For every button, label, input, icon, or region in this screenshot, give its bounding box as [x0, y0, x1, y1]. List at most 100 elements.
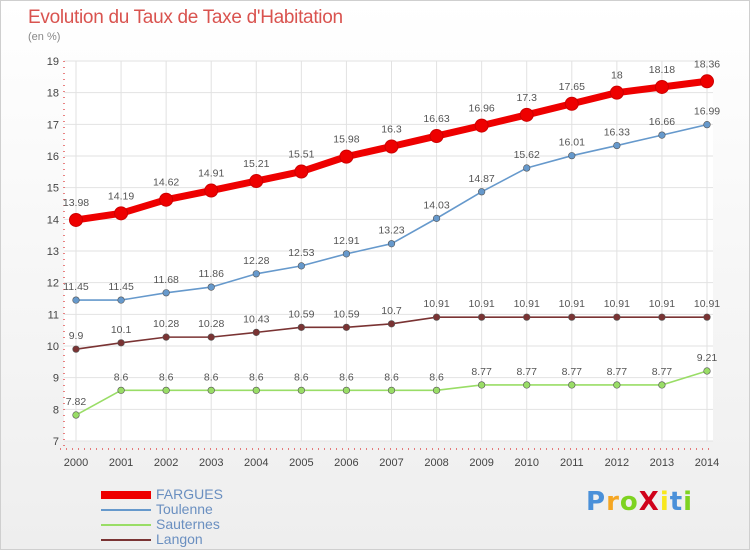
- data-label: 8.6: [384, 371, 399, 383]
- data-point: [114, 206, 129, 221]
- data-point: [159, 192, 174, 207]
- data-label: 13.98: [63, 197, 89, 209]
- data-point: [613, 381, 621, 389]
- data-label: 14.19: [108, 190, 134, 202]
- logo-letter: P: [586, 487, 607, 517]
- data-point: [252, 270, 260, 278]
- data-label: 10.91: [514, 298, 540, 310]
- data-label: 15.62: [514, 149, 540, 161]
- data-point: [297, 386, 305, 394]
- data-label: 17.65: [559, 81, 585, 93]
- data-point: [162, 386, 170, 394]
- logo-letter: r: [606, 487, 620, 517]
- data-point: [339, 149, 354, 164]
- data-point: [568, 313, 576, 321]
- data-label: 10.59: [333, 308, 359, 320]
- legend-item: Sauternes: [101, 517, 341, 532]
- data-label: 7.82: [66, 396, 87, 408]
- x-tick-label: 2011: [560, 457, 584, 469]
- data-point: [658, 131, 666, 139]
- data-label: 11.45: [63, 281, 89, 293]
- data-label: 11.68: [153, 274, 179, 286]
- data-label: 10.91: [649, 298, 675, 310]
- data-label: 18: [611, 70, 623, 82]
- data-point: [478, 188, 486, 196]
- data-point: [658, 313, 666, 321]
- data-point: [613, 313, 621, 321]
- data-label: 8.77: [607, 366, 628, 378]
- data-label: 9.21: [697, 352, 718, 364]
- y-tick-label: 16: [47, 151, 59, 163]
- data-label: 12.91: [333, 235, 359, 247]
- data-point: [387, 386, 396, 394]
- x-tick-label: 2002: [154, 457, 178, 469]
- y-tick-label: 9: [53, 373, 59, 385]
- data-label: 8.6: [159, 371, 174, 383]
- legend: FARGUES Toulenne Sauternes Langon: [101, 487, 341, 547]
- legend-item: FARGUES: [101, 487, 341, 502]
- data-point: [474, 118, 489, 133]
- x-tick-label: 2005: [289, 457, 313, 469]
- data-label: 14.62: [153, 177, 179, 189]
- data-point: [568, 381, 576, 389]
- legend-item: Toulenne: [101, 502, 341, 517]
- data-label: 10.91: [694, 298, 720, 310]
- logo-letter: t: [669, 487, 684, 517]
- data-point: [249, 174, 264, 189]
- data-label: 8.6: [294, 371, 309, 383]
- data-label: 12.53: [288, 247, 314, 259]
- logo-letter: o: [619, 487, 639, 517]
- y-tick-label: 17: [47, 119, 59, 131]
- data-point: [432, 214, 441, 222]
- chart-title: Evolution du Taux de Taxe d'Habitation: [28, 7, 343, 28]
- x-tick-label: 2004: [244, 457, 268, 469]
- data-point: [294, 164, 309, 179]
- logo-letter: i: [683, 487, 694, 517]
- data-point: [162, 289, 170, 297]
- logo-letter: i: [659, 487, 670, 517]
- data-point: [117, 386, 125, 394]
- data-point: [700, 74, 714, 89]
- data-label: 10.28: [198, 318, 224, 330]
- data-point: [387, 320, 396, 328]
- x-tick-label: 2013: [650, 457, 674, 469]
- data-point: [297, 262, 305, 270]
- legend-label: FARGUES: [156, 486, 223, 502]
- data-point: [609, 85, 624, 100]
- data-label: 18.18: [649, 64, 675, 76]
- data-point: [117, 339, 125, 347]
- data-point: [523, 164, 531, 172]
- y-tick-label: 10: [47, 341, 59, 353]
- x-tick-label: 2014: [695, 457, 719, 469]
- x-tick-label: 2008: [424, 457, 448, 469]
- data-point: [523, 313, 531, 321]
- data-point: [654, 79, 669, 94]
- y-tick-label: 13: [47, 246, 59, 258]
- data-label: 8.6: [204, 371, 219, 383]
- data-point: [703, 313, 711, 321]
- data-point: [252, 386, 260, 394]
- data-point: [342, 386, 351, 394]
- data-label: 8.6: [249, 371, 264, 383]
- data-point: [384, 139, 399, 154]
- data-point: [72, 296, 80, 304]
- data-label: 8.6: [339, 371, 354, 383]
- data-label: 16.96: [469, 103, 495, 115]
- data-label: 14.03: [423, 199, 449, 211]
- data-label: 9.9: [69, 330, 84, 342]
- data-point: [523, 381, 531, 389]
- x-tick-label: 2006: [334, 457, 358, 469]
- legend-label: Langon: [156, 531, 203, 547]
- data-point: [658, 381, 666, 389]
- data-label: 16.33: [604, 127, 630, 139]
- data-point: [432, 386, 441, 394]
- data-point: [342, 250, 351, 258]
- data-label: 17.3: [516, 92, 537, 104]
- y-tick-label: 12: [47, 278, 59, 290]
- data-label: 10.91: [559, 298, 585, 310]
- data-label: 8.77: [471, 366, 492, 378]
- data-point: [72, 345, 80, 353]
- data-point: [342, 323, 351, 331]
- data-point: [207, 386, 215, 394]
